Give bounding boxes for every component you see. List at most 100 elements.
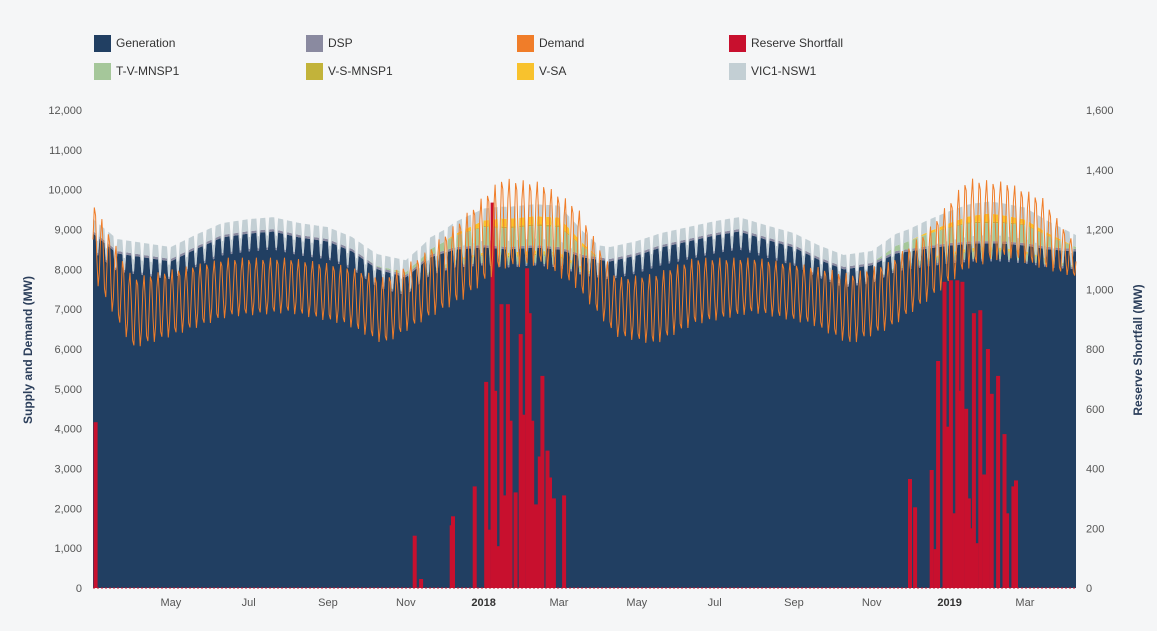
reserve-shortfall-bar bbox=[490, 202, 495, 588]
reserve-shortfall-bar bbox=[545, 450, 550, 588]
x-tick-label: 2018 bbox=[471, 597, 495, 609]
reserve-shortfall-bar bbox=[551, 498, 556, 588]
x-tick-label: Sep bbox=[318, 597, 338, 609]
y-tick-label: 6,000 bbox=[54, 344, 82, 356]
legend-item-t-v-mnsp1[interactable]: T-V-MNSP1 bbox=[94, 62, 179, 80]
y-tick-label: 0 bbox=[76, 583, 82, 595]
reserve-shortfall-bar bbox=[412, 535, 417, 588]
y2-tick-label: 1,000 bbox=[1086, 284, 1114, 296]
x-axis-ticks: May Jul Sep Nov 2018 Mar May Jul Sep Nov 2019 Mar bbox=[161, 597, 1035, 609]
legend-item-reserve-shortfall[interactable]: Reserve Shortfall bbox=[729, 34, 843, 52]
reserve-shortfall-bar bbox=[527, 313, 532, 588]
reserve-shortfall-bar bbox=[1014, 480, 1018, 588]
reserve-shortfall-bar bbox=[966, 498, 971, 588]
reserve-shortfall-bar bbox=[419, 579, 424, 588]
reserve-shortfall-bar bbox=[534, 504, 538, 588]
x-tick-label: May bbox=[626, 597, 647, 609]
reserve-shortfall-bar bbox=[933, 549, 938, 588]
reserve-shortfall-bar bbox=[1002, 434, 1007, 588]
reserve-shortfall-bar bbox=[486, 529, 491, 588]
reserve-shortfall-bar bbox=[508, 420, 513, 588]
reserve-shortfall-bar bbox=[982, 474, 987, 588]
x-tick-label: Jul bbox=[242, 597, 256, 609]
x-tick-label: Mar bbox=[550, 597, 569, 609]
x-tick-label: Nov bbox=[396, 597, 416, 609]
x-tick-label: Sep bbox=[784, 597, 804, 609]
y-tick-label: 3,000 bbox=[54, 464, 82, 476]
reserve-shortfall-bar bbox=[948, 280, 953, 588]
reserve-shortfall-bar bbox=[908, 479, 912, 588]
y2-tick-label: 800 bbox=[1086, 344, 1104, 356]
legend-item-vic1-nsw1[interactable]: VIC1-NSW1 bbox=[729, 62, 816, 80]
x-tick-label: Jul bbox=[708, 597, 722, 609]
reserve-shortfall-bar bbox=[525, 268, 530, 588]
legend-label-vic1-nsw1: VIC1-NSW1 bbox=[751, 64, 817, 78]
reserve-shortfall-bar bbox=[985, 349, 990, 588]
reserve-shortfall-bar bbox=[472, 486, 477, 588]
y-axis-left-ticks: 0 1,000 2,000 3,000 4,000 5,000 6,000 7,000 8,00… bbox=[48, 105, 82, 595]
reserve-shortfall-bar bbox=[971, 313, 976, 588]
legend-swatch-vic1-nsw1 bbox=[729, 62, 746, 80]
reserve-shortfall-bar bbox=[989, 393, 994, 588]
reserve-shortfall-bar bbox=[540, 375, 545, 588]
demand-line bbox=[92, 178, 1077, 347]
legend-label-demand: Demand bbox=[539, 36, 585, 50]
reserve-shortfall-bar bbox=[955, 280, 960, 588]
reserve-shortfall-bar bbox=[942, 281, 947, 588]
legend-label-generation: Generation bbox=[116, 36, 176, 50]
y2-tick-label: 1,200 bbox=[1086, 225, 1114, 237]
legend-swatch-demand bbox=[517, 34, 534, 52]
y2-tick-label: 1,600 bbox=[1086, 105, 1114, 117]
y2-tick-label: 600 bbox=[1086, 404, 1104, 416]
x-tick-label: Nov bbox=[862, 597, 882, 609]
reserve-shortfall-bar bbox=[484, 381, 489, 588]
legend-label-t-v-mnsp1: T-V-MNSP1 bbox=[116, 64, 180, 78]
reserve-shortfall-bar bbox=[978, 310, 983, 588]
reserve-shortfall-bar bbox=[537, 456, 542, 588]
area-generation bbox=[93, 231, 1076, 588]
reserve-shortfall-bar bbox=[521, 414, 526, 588]
reserve-shortfall-bar bbox=[945, 426, 950, 588]
y-axis-right-title: Reserve Shortfall (MW) bbox=[1131, 284, 1145, 415]
reserve-shortfall-bar bbox=[502, 495, 507, 588]
legend-label-dsp: DSP bbox=[328, 36, 353, 50]
reserve-shortfall-bar bbox=[493, 390, 498, 588]
x-tick-label: Mar bbox=[1015, 597, 1034, 609]
y-tick-label: 9,000 bbox=[54, 225, 82, 237]
y-tick-label: 7,000 bbox=[54, 304, 82, 316]
y-tick-label: 4,000 bbox=[54, 424, 82, 436]
legend-label-reserve-shortfall: Reserve Shortfall bbox=[751, 36, 844, 50]
legend-swatch-reserve-shortfall bbox=[729, 34, 746, 52]
reserve-shortfall-bar bbox=[1005, 513, 1010, 588]
legend-item-dsp[interactable]: DSP bbox=[306, 34, 353, 52]
y-tick-label: 8,000 bbox=[54, 264, 82, 276]
area-vic1-nsw1 bbox=[93, 201, 1076, 291]
legend-label-v-sa: V-SA bbox=[539, 64, 567, 78]
demand-line-group bbox=[92, 178, 1077, 347]
legend-swatch-v-s-mnsp1 bbox=[306, 62, 323, 80]
legend-item-demand[interactable]: Demand bbox=[517, 34, 584, 52]
y2-tick-label: 200 bbox=[1086, 523, 1104, 535]
reserve-shortfall-bar bbox=[913, 507, 918, 588]
reserve-shortfall-bar bbox=[530, 420, 535, 588]
y-tick-label: 10,000 bbox=[48, 185, 82, 197]
legend-item-v-s-mnsp1[interactable]: V-S-MNSP1 bbox=[306, 62, 393, 80]
reserve-shortfall-bars bbox=[93, 202, 1018, 589]
reserve-shortfall-bar bbox=[996, 375, 1001, 588]
legend-item-generation[interactable]: Generation bbox=[94, 34, 175, 52]
reserve-shortfall-bar bbox=[957, 390, 962, 588]
y2-tick-label: 400 bbox=[1086, 464, 1104, 476]
reserve-shortfall-bar bbox=[562, 495, 567, 588]
area-dsp bbox=[93, 229, 1076, 295]
y-tick-label: 1,000 bbox=[54, 543, 82, 555]
reserve-shortfall-bar bbox=[969, 528, 974, 589]
y-tick-label: 2,000 bbox=[54, 503, 82, 515]
reserve-shortfall-bar bbox=[960, 281, 965, 588]
x-tick-label: May bbox=[161, 597, 182, 609]
y-tick-label: 12,000 bbox=[48, 105, 82, 117]
y-axis-right-ticks: 0 200 400 600 800 1,000 1,200 1,400 1,600 bbox=[1086, 105, 1114, 595]
legend-item-v-sa[interactable]: V-SA bbox=[517, 62, 566, 80]
y-tick-label: 11,000 bbox=[49, 145, 82, 157]
reserve-shortfall-bar bbox=[505, 304, 510, 588]
y-tick-label: 5,000 bbox=[54, 384, 82, 396]
